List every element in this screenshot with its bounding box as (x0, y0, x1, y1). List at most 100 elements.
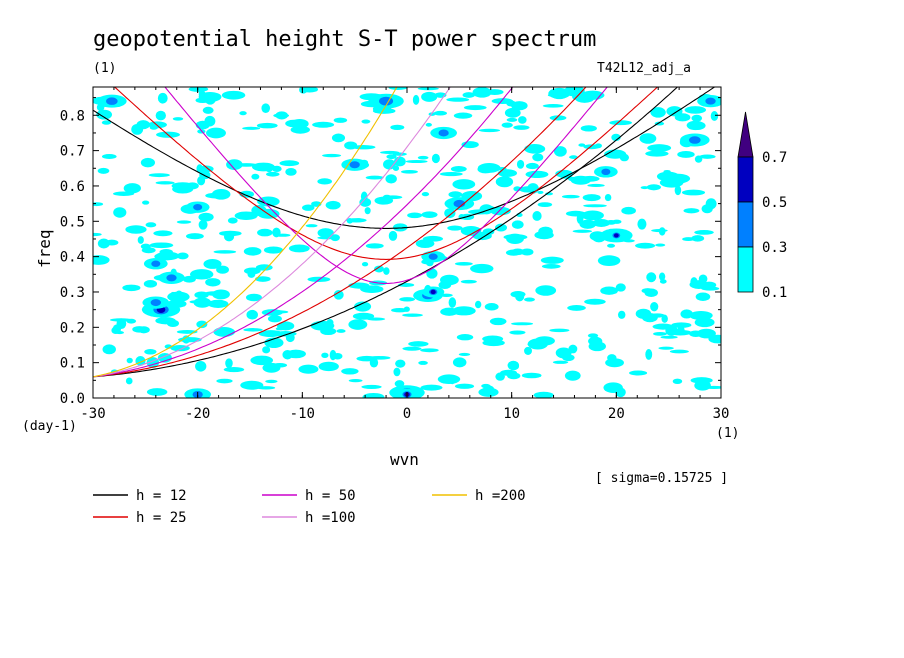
contour-region (402, 313, 423, 317)
contour-region (592, 218, 611, 227)
contour-region (322, 153, 342, 158)
contour-region (113, 207, 127, 218)
contour-region (318, 361, 339, 372)
contour-region (198, 91, 222, 102)
contour-region (572, 229, 593, 233)
contour-region (518, 116, 527, 124)
contour-region (511, 220, 524, 229)
contour-region (250, 355, 274, 366)
contour-region (365, 175, 384, 180)
contour-region (645, 150, 669, 157)
contour-region (644, 288, 658, 297)
contour-region (477, 162, 501, 173)
contour-region (677, 151, 695, 158)
contour-region (659, 279, 667, 284)
contour-region (497, 169, 518, 177)
colorbar-segment (737, 246, 754, 293)
contour-region (472, 87, 492, 98)
y-tick-label: 0.7 (60, 144, 85, 160)
contour-region (196, 164, 203, 173)
contour-region (689, 330, 703, 337)
legend-label: h =200 (475, 488, 526, 504)
contour-region (607, 354, 617, 362)
contour-region (549, 115, 567, 121)
contour-region (452, 306, 476, 316)
contour-region (553, 146, 567, 157)
contour-region (142, 200, 150, 205)
contour-region (172, 117, 184, 121)
contour-region (672, 378, 683, 384)
y-tick-label: 0.4 (60, 250, 85, 266)
contour-region (501, 122, 513, 128)
colorbar-level-label: 0.7 (762, 150, 787, 166)
contour-region (519, 186, 537, 193)
contour-region (651, 228, 668, 233)
sigma-note: [ sigma=0.15725 ] (595, 471, 728, 486)
colorbar-level-label: 0.3 (762, 240, 787, 256)
contour-region (433, 110, 447, 116)
y-tick-label: 0.6 (60, 179, 85, 195)
plot-area (93, 87, 721, 398)
contour-region (652, 323, 674, 330)
contour-region (532, 211, 542, 221)
contour-region (326, 319, 334, 327)
contour-region (288, 244, 310, 253)
contour-region (125, 225, 147, 234)
contour-region (510, 290, 526, 298)
contour-region (360, 191, 368, 202)
y-tick-label: 0.0 (60, 391, 85, 407)
contour-region (537, 202, 553, 208)
contour-region-mid (705, 97, 716, 105)
contour-region (547, 93, 561, 97)
contour-region (364, 207, 371, 215)
contour-region (682, 237, 695, 242)
contour-region (578, 143, 586, 147)
contour-region-mid (601, 168, 611, 176)
contour-region (597, 255, 621, 267)
contour-region (333, 117, 348, 123)
contour-region (391, 308, 409, 313)
contour-region (520, 248, 534, 256)
contour-region (273, 113, 290, 118)
contour-region (446, 97, 470, 102)
contour-region (263, 330, 282, 335)
contour-region (535, 285, 557, 296)
contour-region (93, 202, 104, 207)
contour-region (494, 223, 507, 232)
contour-region (478, 387, 499, 397)
contour-region (458, 352, 471, 356)
contour-region (482, 228, 495, 236)
contour-region (317, 178, 333, 185)
contour-region (96, 109, 113, 120)
contour-region (690, 277, 698, 287)
contour-region (366, 317, 386, 321)
contour-region (272, 362, 288, 368)
contour-region (298, 364, 319, 374)
x-axis: -30 -20 -10 0 10 20 30 (80, 87, 729, 422)
contour-region (561, 194, 580, 199)
contour-region (203, 258, 222, 269)
contour-region (454, 261, 473, 266)
contour-region (146, 388, 168, 396)
contour-region (213, 250, 237, 254)
contour-region (393, 156, 406, 167)
contour-region (701, 281, 717, 289)
contour-region (213, 327, 236, 337)
contour-region-mid (166, 274, 177, 282)
contour-region (542, 104, 564, 108)
contour-region (658, 346, 674, 350)
contour-region (454, 383, 475, 389)
contour-region (265, 379, 278, 384)
colorbar-segment (737, 201, 754, 248)
contour-region (660, 335, 678, 339)
contour-region (239, 111, 247, 116)
contour-region (686, 120, 705, 131)
contour-region (246, 309, 258, 320)
dispersion-curves (93, 87, 716, 378)
contour-region (418, 360, 428, 365)
contour-region (257, 228, 273, 237)
contour-region (235, 163, 258, 167)
contour-region (126, 357, 133, 364)
y-tick-label: 0.1 (60, 356, 85, 372)
y-tick-label: 0.8 (60, 108, 85, 124)
